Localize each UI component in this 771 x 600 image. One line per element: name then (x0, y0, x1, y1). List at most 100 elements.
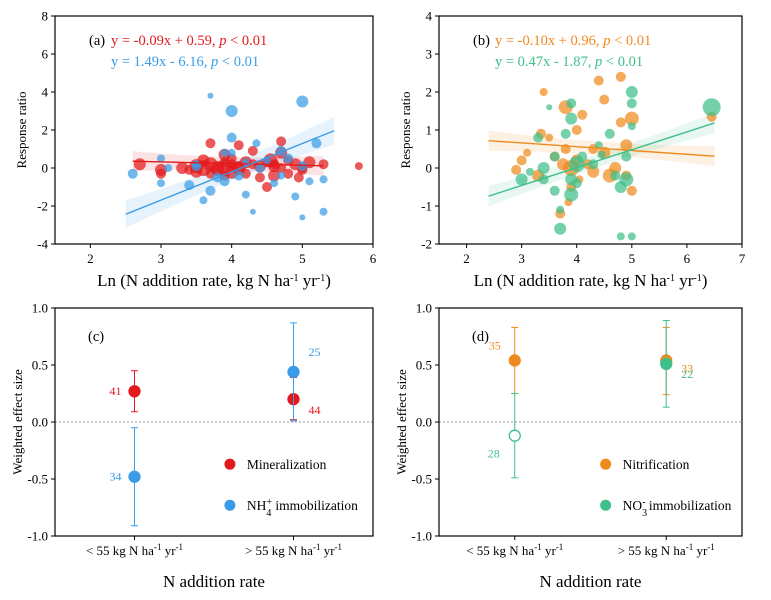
x-tick-label: 5 (299, 251, 306, 266)
data-point (191, 161, 202, 172)
regression-equation: y = -0.09x + 0.59, p < 0.01 (111, 33, 267, 49)
x-tick-label: 5 (629, 251, 636, 266)
data-point (587, 165, 600, 178)
effect-size-point (508, 354, 521, 367)
x-tick-label: > 55 kg N ha-1 yr-1 (618, 542, 715, 558)
data-point (624, 111, 639, 126)
data-point (254, 163, 265, 173)
legend-marker (224, 499, 236, 511)
text-span: immobilization (272, 498, 358, 513)
data-point (594, 141, 603, 150)
y-axis-label: Weighted effect size (10, 369, 25, 475)
data-point (226, 132, 237, 143)
y-tick-label: 2 (426, 85, 433, 100)
text-span: ) (325, 271, 331, 290)
data-point (702, 98, 721, 117)
text-span: > 55 kg N ha (245, 543, 313, 558)
sample-size-label: 25 (309, 345, 321, 359)
data-point (525, 167, 534, 176)
data-point (537, 162, 550, 174)
y-tick-label: 4 (426, 9, 433, 24)
superscript: -1 (693, 273, 701, 284)
data-point (566, 98, 577, 109)
sample-size-label: 35 (489, 338, 501, 352)
regression-equation: y = 1.49x - 6.16, p < 0.01 (111, 54, 259, 70)
data-point (593, 75, 604, 86)
data-point (511, 164, 522, 175)
data-point (283, 168, 294, 179)
data-point (599, 94, 610, 105)
data-point (545, 133, 554, 142)
data-point (156, 168, 166, 179)
data-point (233, 140, 244, 151)
data-point (571, 178, 582, 189)
data-point (277, 171, 286, 180)
superscript: -1 (707, 542, 715, 552)
x-tick-label: 3 (518, 251, 525, 266)
data-point (293, 172, 304, 183)
text-span: yr (675, 271, 694, 290)
text-span: < 0.01 (602, 54, 643, 70)
p-symbol: p (210, 54, 218, 70)
superscript: + (266, 497, 272, 508)
sample-size-label: 33 (681, 361, 693, 375)
data-point (515, 173, 528, 186)
superscript: -1 (335, 542, 343, 552)
y-tick-label: -0.5 (27, 472, 48, 487)
data-point (297, 161, 308, 172)
y-tick-label: 6 (42, 47, 49, 62)
panel-b: 2 3 4 5 6 7 -2 -1 0 1 2 3 4 Response ratio Ln (N addit… (398, 9, 746, 291)
x-tick-label: 2 (87, 251, 94, 266)
regression-line (132, 160, 324, 167)
text-span: yr (299, 271, 318, 290)
superscript: -1 (556, 542, 564, 552)
data-point (610, 170, 621, 181)
data-point (254, 172, 265, 183)
data-point (207, 92, 214, 99)
sample-size-label: 44 (309, 403, 321, 417)
data-point (176, 162, 189, 174)
text-span: yr (693, 543, 708, 558)
superscript: -1 (686, 542, 694, 552)
text-span: y = -0.09x + 0.59, (111, 33, 219, 49)
regression-line (488, 139, 715, 157)
x-tick-label: > 55 kg N ha-1 yr-1 (245, 542, 342, 558)
superscript: -1 (154, 542, 162, 552)
y-tick-label: -4 (37, 237, 48, 252)
data-point (205, 138, 216, 149)
text-span: NO (623, 498, 643, 513)
text-span: y = 1.49x - 6.16, (111, 54, 211, 70)
data-point (157, 179, 165, 188)
y-tick-label: -1 (421, 199, 432, 214)
data-point (577, 109, 588, 120)
text-span: < 0.01 (218, 54, 259, 70)
x-axis-label: Ln (N addition rate, kg N ha-1 yr-1) (97, 271, 331, 290)
data-point (604, 128, 615, 139)
data-point (554, 222, 567, 235)
panel-label: (c) (88, 329, 104, 345)
superscript: -1 (313, 542, 321, 552)
legend-marker (224, 458, 236, 470)
data-point (533, 132, 544, 143)
x-tick-label: 4 (228, 251, 235, 266)
data-point (560, 128, 571, 139)
superscript: -1 (534, 542, 542, 552)
data-point (621, 151, 632, 162)
text-span: y = -0.10x + 0.96, (495, 33, 603, 49)
effect-size-point (508, 429, 521, 442)
text-span: < 55 kg N ha (466, 543, 534, 558)
data-point (219, 176, 230, 187)
panel-d: -1.0-0.50.00.51.0< 55 kg N ha-1 yr-1 > 55… (394, 301, 742, 591)
panel-label: (a) (89, 33, 105, 49)
data-point (626, 185, 637, 196)
data-point (291, 192, 300, 201)
x-axis-label: N addition rate (163, 572, 265, 591)
text-span: yr (542, 543, 557, 558)
data-point (276, 136, 287, 147)
regression-line (125, 130, 335, 215)
data-point (620, 139, 633, 152)
data-point (268, 169, 281, 182)
data-point (571, 125, 582, 135)
text-span: ) (702, 271, 708, 290)
superscript: - (642, 497, 645, 508)
